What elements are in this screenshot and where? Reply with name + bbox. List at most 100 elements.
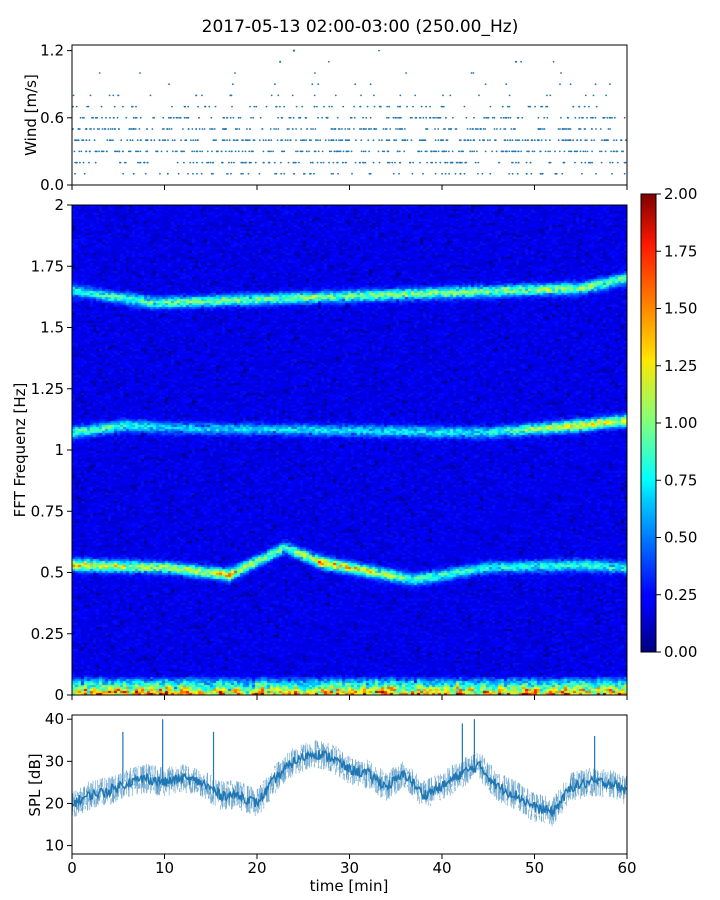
wind-point [590,128,593,130]
wind-point [591,150,593,153]
wind-point [166,128,169,130]
wind-point [494,139,497,142]
wind-point [606,139,609,142]
wind-point [401,128,404,130]
wind-point [198,128,201,130]
wind-point [226,139,229,142]
wind-point [284,139,287,142]
wind-point [456,161,459,164]
wind-point [478,139,481,142]
wind-point [246,128,248,130]
wind-point [113,116,115,119]
wind-point [605,139,607,142]
wind-point [459,139,462,142]
wind-point [240,161,243,164]
colorbar-tick-label: 1.25 [664,357,697,375]
wind-point [408,161,411,164]
wind-point [435,161,437,164]
wind-point [411,172,414,175]
wind-point [387,116,390,119]
wind-point [347,128,349,130]
colorbar-tick-label: 1.00 [664,414,697,432]
wind-point [372,139,375,142]
wind-point [109,128,112,130]
wind-point [505,150,508,153]
wind-point [330,139,333,142]
wind-point [88,139,91,142]
wind-point [520,150,523,153]
wind-point [587,161,590,164]
wind-point [412,105,414,108]
wind-point [611,161,614,164]
wind-point [388,139,391,142]
wind-point [122,105,124,108]
wind-point [263,161,265,164]
wind-point [584,94,587,97]
wind-point [79,116,82,119]
wind-point [209,161,212,164]
wind-point [333,150,336,153]
wind-point [222,128,224,130]
wind-point [82,161,85,164]
wind-point [231,105,233,108]
wind-point [560,72,562,74]
wind-point [270,150,272,153]
wind-point [321,116,323,119]
wind-point [533,139,536,142]
wind-point [517,150,520,153]
wind-point [316,105,318,108]
wind-point [599,150,601,153]
wind-point [211,150,213,153]
wind-point [83,172,86,175]
wind-point [466,128,469,130]
wind-point [171,150,174,153]
wind-point [77,128,80,130]
wind-point [437,139,440,142]
wind-point [335,150,338,153]
wind-point [482,128,485,130]
wind-point [333,128,336,130]
wind-point [286,139,289,142]
wind-point [388,105,390,108]
wind-point [120,139,123,142]
wind-point [412,161,415,164]
wind-point [146,128,149,130]
colorbar-tick-label: 0.00 [664,643,697,661]
wind-point [610,150,612,153]
spl-y-ticks: 10 20 30 40 [45,710,72,855]
wind-point [574,161,576,164]
wind-point [484,150,487,153]
wind-point [414,94,417,97]
wind-point [415,116,417,119]
wind-point [434,128,436,130]
wind-point [234,72,236,74]
wind-point [230,94,233,97]
wind-point [292,49,296,52]
wind-point [236,139,239,142]
wind-point [425,128,428,130]
wind-point [353,128,355,130]
wind-point [144,139,147,142]
wind-point [419,116,422,119]
wind-point [211,161,214,164]
wind-point [434,116,436,119]
wind-point [378,161,381,164]
wind-point [200,172,203,175]
wind-point [289,139,292,142]
wind-point [74,172,76,175]
wind-point [529,105,532,108]
spl-y-axis-label: SPL [dB] [26,753,44,816]
wind-point [388,161,391,164]
spectrogram-x-ticks [71,695,628,700]
wind-point [393,139,395,142]
wind-point [332,172,334,175]
wind-point [139,139,142,142]
wind-point [328,161,330,164]
wind-point [528,150,530,153]
wind-point [369,83,372,86]
wind-point [327,60,330,63]
wind-point [514,139,517,142]
wind-point [135,116,138,119]
wind-point [199,150,202,153]
wind-point [104,128,107,130]
